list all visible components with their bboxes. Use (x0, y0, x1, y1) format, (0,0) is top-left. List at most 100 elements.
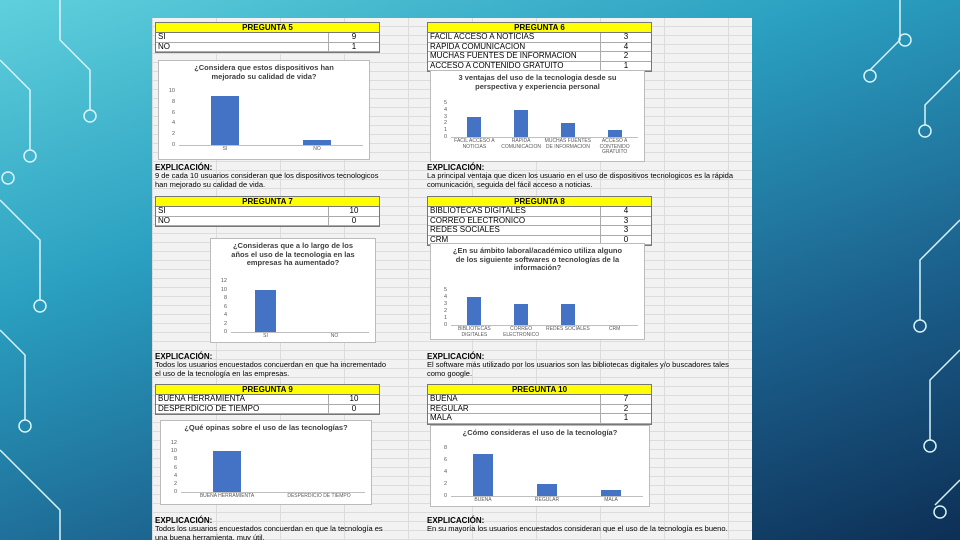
bar (601, 490, 621, 496)
table-row: MUCHAS FUENTES DE INFORMACIÓN 2 (428, 51, 651, 62)
x-axis (179, 145, 363, 146)
x-axis (451, 325, 638, 326)
row-label: SI (156, 33, 329, 42)
table-row: BUENA 7 (428, 394, 651, 405)
y-tick-label: 8 (171, 98, 175, 105)
x-tick-label: BUENA (474, 497, 492, 503)
bar (514, 304, 529, 325)
chart: ¿Qué opinas sobre el uso de las tecnolog… (160, 420, 372, 505)
y-tick-label: 5 (443, 100, 447, 106)
y-tick-label: 8 (173, 456, 177, 463)
row-label: FACIL ACCESO A NOTICIAS (428, 33, 601, 42)
x-tick-label: CORREO ELECTRONICO (503, 326, 540, 338)
bar (607, 130, 622, 137)
row-label: MALA (428, 414, 601, 423)
y-tick-label: 2 (443, 120, 447, 127)
chart: ¿Cómo consideras el uso de la tecnología… (430, 425, 650, 507)
y-tick-label: 0 (443, 134, 447, 140)
y-tick-label: 4 (443, 469, 447, 475)
explanation-title: EXPLICACIÓN: (155, 163, 213, 172)
table-row: RAPIDA COMUNICACIÓN 4 (428, 41, 651, 52)
chart: ¿Consideras que a lo largo de los años e… (210, 238, 376, 343)
table-row: SI 9 (156, 32, 379, 43)
y-tick-label: 6 (173, 464, 177, 471)
row-label: RAPIDA COMUNICACIÓN (428, 42, 601, 51)
answer-table: PREGUNTA 10 BUENA 7 REGULAR 2 MALA 1 (427, 384, 652, 425)
table-row: REGULAR 2 (428, 403, 651, 414)
x-axis (231, 332, 369, 333)
table-row: BIBLIOTECAS DIGITALES 4 (428, 206, 651, 217)
y-tick-label: 1 (443, 315, 447, 321)
row-label: CRM (428, 235, 601, 244)
row-value: 0 (351, 403, 357, 413)
row-label: REDES SOCIALES (428, 226, 601, 235)
x-tick-label: SI (222, 146, 228, 152)
x-tick-label: DESPERDICIO DE TIEMPO (287, 493, 351, 499)
x-tick-label: MUCHAS FUENTES DE INFORMACION (544, 138, 592, 150)
y-tick-label: 10 (170, 448, 177, 455)
y-tick-label: 3 (443, 301, 447, 307)
table-row: NO 1 (156, 42, 379, 52)
chart: ¿En su ámbito laboral/académico utiliza … (430, 243, 645, 340)
row-value: 3 (623, 225, 629, 234)
x-tick-label: CRM (608, 326, 621, 332)
explanation-title: EXPLICACIÓN: (427, 163, 485, 172)
row-value: 4 (623, 206, 629, 215)
bar (213, 451, 241, 492)
chart-title: ¿En su ámbito laboral/académico utiliza … (452, 246, 623, 272)
y-tick-label: 8 (223, 295, 227, 301)
x-tick-label: RAPIDA COMUNICACION (501, 138, 541, 150)
question-header: PREGUNTA 9 (156, 385, 379, 395)
row-value: 1 (623, 413, 629, 422)
y-tick-label: 1 (443, 127, 447, 134)
row-label: MUCHAS FUENTES DE INFORMACIÓN (428, 52, 601, 61)
x-tick-label: ACCESO A CONTENIDO GRATUITO (599, 138, 630, 155)
chart-title: 3 ventajas del uso de la tecnologia desd… (458, 73, 617, 91)
chart-title: ¿Considera que estos dispositivos han me… (194, 63, 334, 81)
explanation-title: EXPLICACIÓN: (427, 516, 485, 525)
y-tick-label: 4 (443, 106, 447, 113)
y-tick-label: 4 (443, 294, 447, 300)
x-tick-label: BIBLIOTECAS DIGITALES (457, 326, 491, 338)
explanation-text: En su mayoría los usuarios encuestados c… (427, 524, 728, 533)
table-row: DESPERDICIO DE TIEMPO 0 (156, 403, 379, 414)
y-tick-label: 0 (173, 489, 177, 495)
explanation: EXPLICACIÓN: El software más utilizado po… (427, 352, 747, 378)
row-value: 2 (623, 403, 629, 413)
table-row: SI 10 (156, 206, 379, 217)
explanation: EXPLICACIÓN: Todos los usuarios encuestad… (155, 516, 390, 540)
y-tick-label: 4 (223, 312, 227, 318)
y-tick-label: 5 (443, 287, 447, 293)
question-header: PREGUNTA 5 (156, 23, 379, 33)
row-value: 2 (623, 51, 629, 60)
y-tick-label: 2 (443, 308, 447, 314)
question-header: PREGUNTA 8 (428, 197, 651, 207)
table-row: BUENA HERRAMIENTA 10 (156, 394, 379, 405)
explanation-text: La principal ventaja que dicen los usuar… (427, 171, 734, 189)
bar (467, 297, 482, 325)
row-value: 9 (351, 32, 357, 41)
row-value: 4 (623, 41, 629, 51)
x-tick-label: FACIL ACCESO A NOTICIAS (454, 138, 495, 150)
x-axis (451, 137, 638, 138)
table-row: NO 0 (156, 216, 379, 226)
y-tick-label: 6 (171, 109, 175, 116)
chart: 3 ventajas del uso de la tecnologia desd… (430, 70, 645, 162)
table-row: MALA 1 (428, 413, 651, 424)
y-tick-label: 0 (223, 329, 227, 335)
bar (560, 123, 575, 137)
bar (303, 139, 331, 145)
row-label: REGULAR (428, 404, 601, 413)
x-tick-label: SI (263, 333, 268, 339)
answer-table: PREGUNTA 9 BUENA HERRAMIENTA 10 DESPERDICIO… (155, 384, 380, 415)
table-row: FACIL ACCESO A NOTICIAS 3 (428, 32, 651, 43)
bar (560, 304, 575, 325)
y-tick-label: 3 (443, 113, 447, 120)
x-tick-label: NO (330, 333, 339, 339)
table-row: REDES SOCIALES 3 (428, 225, 651, 236)
row-label: NO (156, 216, 329, 225)
bar (255, 289, 276, 332)
row-label: BUENA HERRAMIENTA (156, 395, 329, 404)
answer-table: PREGUNTA 6 FACIL ACCESO A NOTICIAS 3 RAPIDA… (427, 22, 652, 72)
